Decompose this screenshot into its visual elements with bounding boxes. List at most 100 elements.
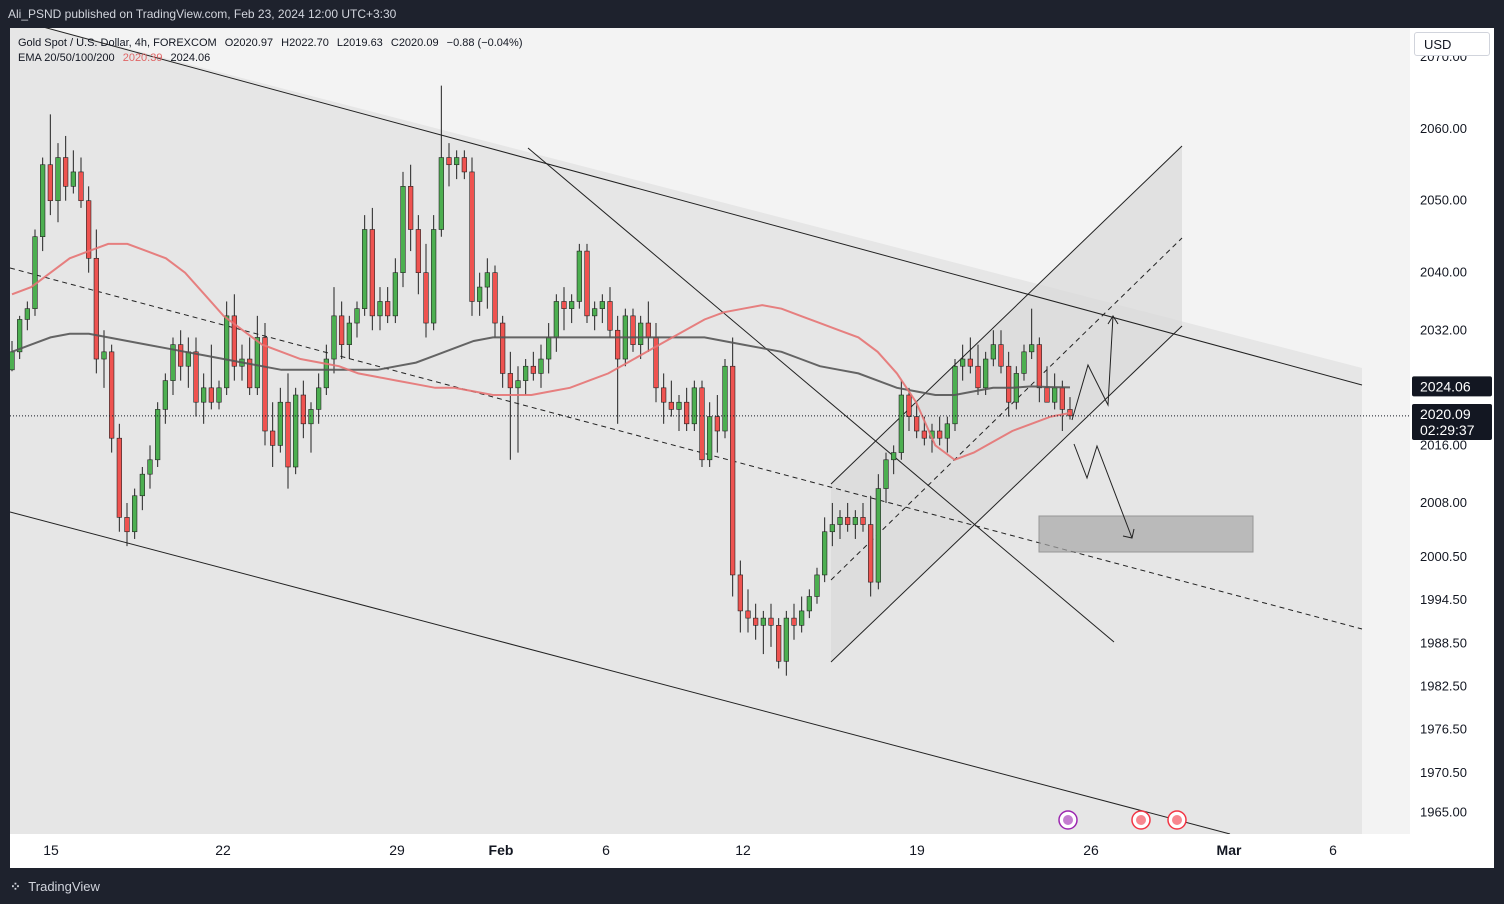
candle-body [684, 401, 690, 425]
candle-body [17, 319, 23, 353]
candle [806, 589, 812, 619]
candle-body [515, 380, 521, 389]
candle-body [737, 574, 743, 612]
candle [615, 315, 621, 424]
candle [599, 294, 605, 324]
candle-body [576, 250, 582, 302]
candle [829, 502, 835, 547]
price-label-value: 2024.06 [1420, 378, 1471, 394]
candle-body [423, 272, 429, 324]
candle [231, 294, 237, 381]
candle-body [714, 416, 720, 432]
price-label-box [1412, 376, 1492, 397]
candle-body [162, 380, 168, 410]
time-axis-tick: 6 [602, 842, 610, 858]
candle [515, 366, 521, 453]
currency-selector[interactable]: USD [1414, 32, 1490, 56]
candle [469, 157, 475, 316]
candle-body [630, 315, 636, 345]
candle-body [745, 610, 751, 619]
candle [592, 301, 598, 331]
candle-body [975, 365, 981, 389]
candle [93, 229, 99, 374]
candle-body [523, 365, 529, 381]
candle [17, 315, 23, 360]
candle [193, 337, 199, 417]
price-label: 2024.06 [1412, 376, 1492, 397]
candle-body [224, 315, 230, 389]
candle-body [63, 157, 69, 187]
candle-body [24, 308, 30, 320]
candle-body [707, 416, 713, 461]
candle [837, 510, 843, 539]
candle-body [546, 337, 552, 360]
candle-body [247, 358, 253, 389]
candle [162, 373, 168, 424]
candle-body [400, 186, 406, 273]
candle-body [70, 171, 76, 187]
ascending-channel-upper [830, 145, 1183, 485]
candle-body [645, 322, 651, 338]
candle-body [1059, 387, 1065, 410]
time-axis-tick: 26 [1083, 842, 1099, 858]
candle-body [607, 301, 613, 331]
candle [101, 330, 107, 388]
candle [530, 351, 536, 381]
candle-body [454, 157, 460, 166]
candle-body [845, 517, 851, 525]
candle [216, 380, 222, 410]
candle [714, 395, 720, 453]
candle [576, 243, 582, 309]
candle [362, 215, 368, 316]
candle [500, 315, 506, 388]
candle [86, 186, 92, 273]
price-axis-tick: 1982.50 [1420, 678, 1467, 693]
candle [983, 351, 989, 396]
candle [745, 589, 751, 633]
price-label-value: 2020.09 [1420, 406, 1471, 422]
candle-body [155, 409, 161, 461]
candle-body [170, 344, 176, 381]
candle [139, 466, 145, 511]
us-flag-event-icon-dot [1136, 815, 1146, 825]
candle-body [691, 387, 697, 425]
ema-slow-line [11, 332, 1071, 396]
candle-body [1044, 387, 1050, 403]
price-axis-tick: 1965.00 [1420, 804, 1467, 819]
bullish-arrow-head [1107, 315, 1119, 325]
candle [446, 143, 452, 187]
candle-body [891, 452, 897, 461]
candle [377, 287, 383, 331]
price-axis-tick: 1970.50 [1420, 765, 1467, 780]
candle-body [201, 387, 207, 403]
candle [70, 150, 76, 194]
candle-body [86, 200, 92, 259]
price-axis-tick: 2060.00 [1420, 121, 1467, 136]
candle [1036, 337, 1042, 403]
candle [492, 265, 498, 338]
candle-body [147, 459, 153, 475]
candle-body [185, 351, 191, 367]
time-axis-tick: Mar [1217, 842, 1242, 858]
legend-ema-label: EMA 20/50/100/200 [18, 52, 115, 64]
candle-body [944, 423, 950, 439]
candle [78, 157, 84, 208]
candle [960, 344, 966, 381]
candle [369, 207, 375, 331]
legend-high: H2022.70 [281, 37, 329, 49]
candle [722, 359, 728, 439]
price-chart[interactable]: 1965.00 1970.50 1976.50 1982.50 1988.50 1994.… [10, 28, 1494, 868]
candle-body [492, 272, 498, 324]
candle [63, 135, 69, 201]
candle [538, 344, 544, 388]
candle-body [806, 596, 812, 612]
axes-layer: 1965.00 1970.50 1976.50 1982.50 1988.50 1994.… [10, 28, 1494, 868]
candle [385, 287, 391, 324]
candle-body [300, 394, 306, 425]
price-axis-tick: 1988.50 [1420, 635, 1467, 650]
candle [1006, 351, 1012, 417]
candle [47, 114, 53, 216]
candle [124, 502, 130, 547]
candle [132, 488, 138, 539]
